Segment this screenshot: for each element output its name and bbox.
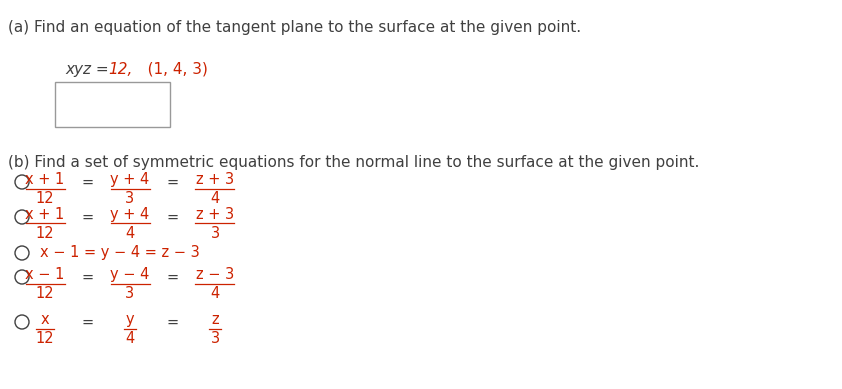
Text: x − 1 = y − 4 = z − 3: x − 1 = y − 4 = z − 3: [40, 245, 200, 259]
Text: z − 3: z − 3: [196, 267, 234, 282]
Text: 12: 12: [35, 331, 55, 346]
Text: (1, 4, 3): (1, 4, 3): [133, 62, 208, 77]
Text: 3: 3: [210, 331, 220, 346]
Text: =: =: [167, 270, 179, 284]
Text: 4: 4: [125, 226, 135, 241]
Text: x + 1: x + 1: [25, 207, 65, 222]
Text: 12,: 12,: [108, 62, 132, 77]
Text: 3: 3: [125, 191, 135, 206]
Text: z + 3: z + 3: [196, 172, 234, 187]
Text: 4: 4: [210, 286, 220, 301]
Text: =: =: [82, 314, 93, 329]
Text: (b) Find a set of symmetric equations for the normal line to the surface at the : (b) Find a set of symmetric equations fo…: [8, 155, 700, 170]
Text: 12: 12: [35, 286, 55, 301]
Text: xyz =: xyz =: [65, 62, 114, 77]
Bar: [55, 82, 170, 127]
Text: 12: 12: [35, 226, 55, 241]
Text: z + 3: z + 3: [196, 207, 234, 222]
Text: x + 1: x + 1: [25, 172, 65, 187]
Text: =: =: [167, 210, 179, 224]
Text: =: =: [82, 175, 93, 189]
Text: y + 4: y + 4: [110, 207, 150, 222]
Text: 3: 3: [125, 286, 135, 301]
Text: 4: 4: [210, 191, 220, 206]
Text: z: z: [211, 312, 219, 327]
Text: 12: 12: [35, 191, 55, 206]
Text: 3: 3: [210, 226, 220, 241]
Text: =: =: [167, 175, 179, 189]
Text: =: =: [167, 314, 179, 329]
Text: y + 4: y + 4: [110, 172, 150, 187]
Text: (a) Find an equation of the tangent plane to the surface at the given point.: (a) Find an equation of the tangent plan…: [8, 20, 581, 35]
Text: 4: 4: [125, 331, 135, 346]
Text: x − 1: x − 1: [25, 267, 65, 282]
Text: y: y: [125, 312, 135, 327]
Text: =: =: [82, 270, 93, 284]
Text: y − 4: y − 4: [110, 267, 150, 282]
Text: x: x: [40, 312, 50, 327]
Text: =: =: [82, 210, 93, 224]
